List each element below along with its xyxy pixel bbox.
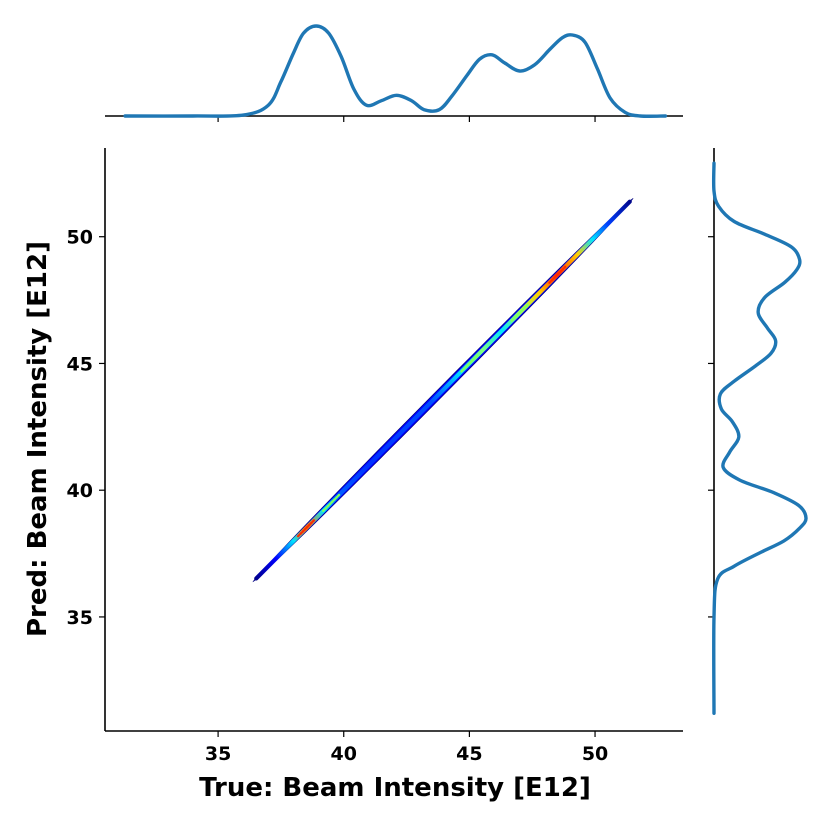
density-peak bbox=[296, 519, 316, 538]
y-tick-label: 50 bbox=[67, 227, 93, 249]
x-tick-label: 45 bbox=[456, 743, 482, 765]
x-tick-label: 50 bbox=[582, 743, 608, 765]
right-marginal-ticks bbox=[708, 236, 714, 618]
x-tick-label: 40 bbox=[331, 743, 357, 765]
y-tick-label: 45 bbox=[67, 353, 93, 375]
y-axis-ticks: 35 40 45 50 bbox=[67, 227, 105, 629]
x-axis-ticks: 35 40 45 50 bbox=[205, 731, 608, 765]
joint-density-contours bbox=[252, 197, 634, 583]
top-marginal-kde-line bbox=[123, 24, 668, 118]
density-peak bbox=[548, 265, 567, 284]
right-marginal-kde bbox=[708, 148, 808, 715]
density-contour-core bbox=[254, 199, 632, 581]
joint-panel: 35 40 45 50 35 40 45 50 bbox=[67, 148, 683, 765]
y-axis-label: Pred: Beam Intensity [E12] bbox=[23, 241, 53, 637]
density-peak bbox=[510, 303, 529, 322]
top-marginal-kde bbox=[105, 24, 683, 122]
x-axis-label: True: Beam Intensity [E12] bbox=[199, 773, 591, 803]
y-tick-label: 35 bbox=[67, 607, 93, 629]
density-peak bbox=[460, 354, 479, 373]
right-marginal-kde-line bbox=[711, 161, 808, 715]
x-tick-label: 35 bbox=[205, 743, 231, 765]
y-tick-label: 40 bbox=[67, 480, 93, 502]
top-marginal-ticks bbox=[217, 116, 596, 122]
density-peak bbox=[322, 493, 341, 512]
